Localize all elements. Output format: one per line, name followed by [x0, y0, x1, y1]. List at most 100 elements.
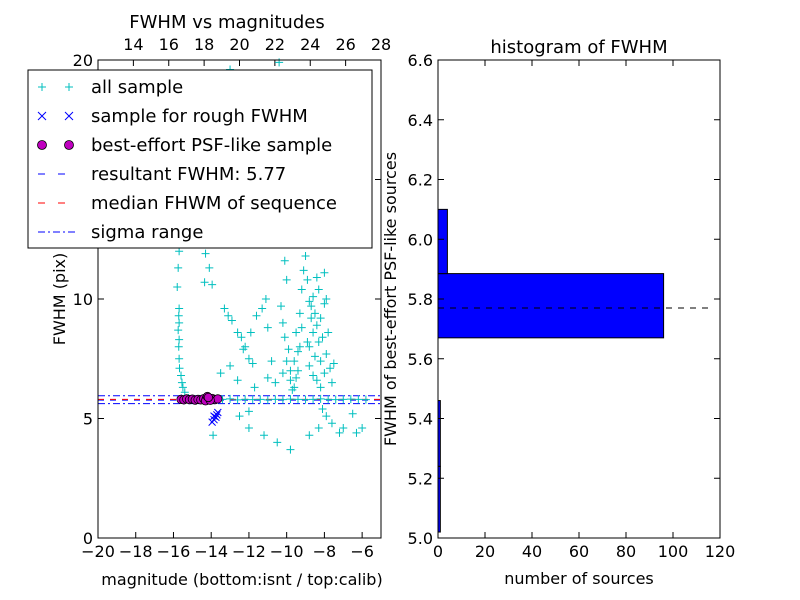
- data-point-s0-88: [286, 376, 295, 385]
- data-point-s1-5: [210, 412, 218, 420]
- data-point-s0-148: [320, 268, 329, 277]
- data-point-s0-62: [248, 359, 257, 368]
- right-y-tick-label: 5.0: [408, 529, 433, 548]
- histogram-bar-4: [437, 208, 448, 275]
- data-point-s0-101: [303, 338, 312, 347]
- data-point-s0-3: [174, 263, 183, 272]
- data-point-s0-52: [224, 311, 233, 320]
- data-point-s0-65: [258, 304, 267, 313]
- data-point-s0-64: [252, 311, 261, 320]
- data-point-s0-121: [314, 424, 323, 433]
- data-point-s0-36: [324, 395, 333, 404]
- data-point-s0-144: [316, 314, 325, 323]
- data-point-s0-28: [263, 395, 272, 404]
- data-point-s0-128: [301, 251, 310, 260]
- right-plot-area: [437, 208, 711, 533]
- histogram-bar-3: [437, 273, 665, 339]
- data-point-s0-116: [327, 378, 336, 387]
- data-point-s0-12: [175, 364, 184, 373]
- left-top-tick-label: 14: [123, 35, 143, 54]
- data-point-s0-138: [293, 366, 302, 375]
- right-y-tick-label: 5.8: [408, 290, 433, 309]
- right-y-tick-label: 5.6: [408, 350, 433, 369]
- data-point-s0-110: [312, 376, 321, 385]
- data-point-s0-133: [310, 309, 319, 318]
- data-point-s0-126: [358, 424, 367, 433]
- data-point-s0-146: [314, 285, 323, 294]
- data-point-s0-92: [295, 309, 304, 318]
- left-x-tick-label: −16: [157, 542, 191, 561]
- right-x-tick-label: 80: [616, 542, 636, 561]
- data-point-s0-5: [175, 304, 184, 313]
- data-point-s0-58: [216, 369, 225, 378]
- right-chart-title: histogram of FWHM: [490, 37, 667, 58]
- data-point-s0-61: [239, 345, 248, 354]
- left-top-tick-label: 20: [229, 35, 249, 54]
- data-point-s0-86: [282, 357, 291, 366]
- data-point-s0-10: [174, 342, 183, 351]
- data-point-s0-66: [261, 295, 270, 303]
- left-x-tick-label: −8: [313, 542, 337, 561]
- data-point-s0-72: [235, 412, 244, 421]
- data-point-s0-60: [233, 376, 242, 385]
- data-point-s0-137: [295, 342, 304, 351]
- data-point-s0-147: [322, 295, 331, 303]
- data-point-s0-53: [227, 316, 236, 325]
- left-x-tick-label: −10: [270, 542, 304, 561]
- data-point-s0-38: [339, 395, 348, 404]
- data-point-s2-13: [213, 394, 223, 404]
- data-point-s0-114: [324, 328, 333, 337]
- legend-label-sigma-range: sigma range: [91, 222, 203, 243]
- left-top-tick-label: 22: [265, 35, 285, 54]
- data-point-s0-108: [316, 357, 325, 366]
- legend-marker-2: [64, 140, 74, 150]
- data-point-s0-109: [309, 371, 318, 380]
- legend-marker-1: [64, 111, 74, 121]
- data-point-s0-32: [293, 395, 302, 404]
- data-point-s0-15: [178, 383, 187, 392]
- legend-markers: [37, 83, 75, 233]
- data-point-s0-11: [175, 354, 184, 363]
- right-y-tick-label: 5.2: [408, 469, 433, 488]
- left-chart-title: FWHM vs magnitudes: [129, 12, 324, 33]
- data-point-s0-118: [318, 404, 327, 413]
- left-y-tick-label: 10: [73, 290, 93, 309]
- left-x-tick-label: −12: [232, 542, 266, 561]
- data-point-s0-83: [278, 318, 287, 327]
- data-point-s0-55: [237, 333, 246, 342]
- right-y-tick-label: 6.6: [408, 51, 433, 70]
- right-y-tick-label: 5.4: [408, 410, 433, 429]
- data-point-s0-130: [305, 297, 314, 306]
- data-point-s0-24: [233, 395, 242, 404]
- data-point-s0-14: [177, 378, 186, 387]
- right-x-tick-label: 0: [433, 542, 443, 561]
- data-point-s0-140: [290, 357, 299, 366]
- legend-label-median-fwhm: median FHWM of sequence: [91, 193, 337, 214]
- left-y-tick-label: 20: [73, 51, 93, 70]
- data-point-s0-68: [250, 383, 259, 392]
- data-point-s0-13: [177, 371, 186, 380]
- data-point-s0-31: [286, 395, 295, 404]
- data-point-s0-129: [303, 275, 312, 284]
- left-x-tick-label: −14: [194, 542, 228, 561]
- data-point-s0-82: [277, 302, 286, 311]
- data-point-s0-141: [288, 385, 297, 394]
- data-point-s0-8: [174, 326, 183, 335]
- left-top-tick-label: 16: [159, 35, 179, 54]
- left-top-tick-label: 18: [194, 35, 214, 54]
- right-y-tick-label: 6.2: [408, 171, 433, 190]
- data-point-s0-107: [314, 338, 323, 347]
- data-point-s0-136: [297, 323, 306, 332]
- data-point-s0-33: [301, 395, 310, 404]
- data-point-s0-104: [309, 328, 318, 337]
- legend-marker-0: [38, 83, 46, 91]
- data-point-s0-70: [267, 357, 276, 366]
- legend: all sample sample for rough FWHM best-ef…: [27, 69, 373, 249]
- data-point-s0-30: [278, 395, 287, 404]
- data-point-s0-117: [329, 359, 338, 368]
- data-point-s0-67: [263, 323, 272, 332]
- data-point-s0-51: [220, 304, 229, 313]
- legend-marker-0: [65, 83, 73, 91]
- right-y-tick-label: 6.0: [408, 230, 433, 249]
